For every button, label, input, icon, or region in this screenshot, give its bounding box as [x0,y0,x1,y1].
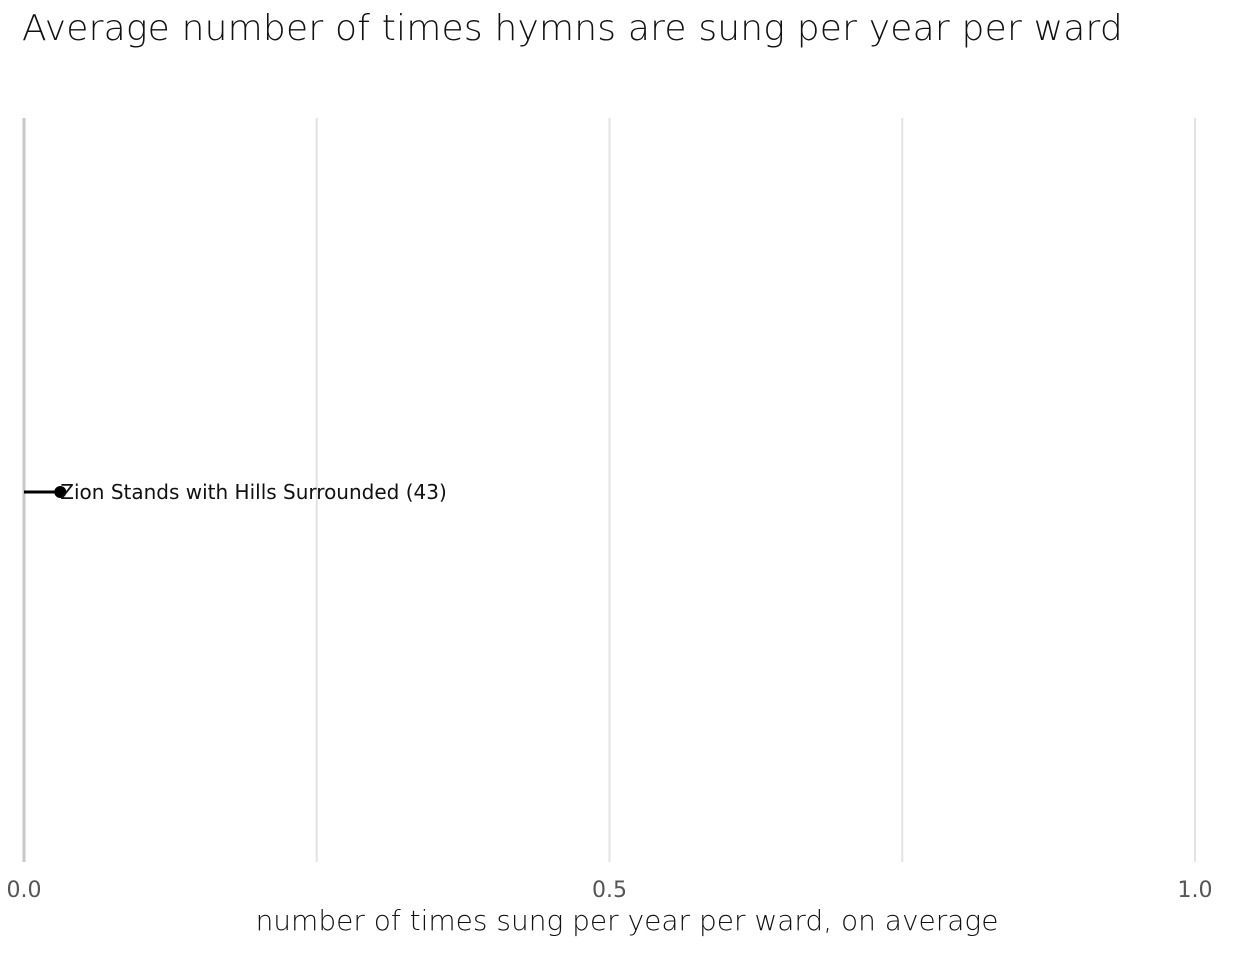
point-label: Zion Stands with Hills Surrounded (43) [60,480,446,504]
x-axis-label: number of times sung per year per ward, … [255,904,999,937]
x-tick-label: 1.0 [1178,878,1213,903]
data-marks: Zion Stands with Hills Surrounded (43) [24,480,447,504]
x-tick-label: 0.0 [7,878,42,903]
gridlines [22,118,1196,862]
data-point [54,486,67,498]
chart-title: Average number of times hymns are sung p… [22,8,1123,49]
x-axis-ticks: 0.0 0.5 1.0 [7,878,1213,903]
x-tick-label: 0.5 [592,878,627,903]
